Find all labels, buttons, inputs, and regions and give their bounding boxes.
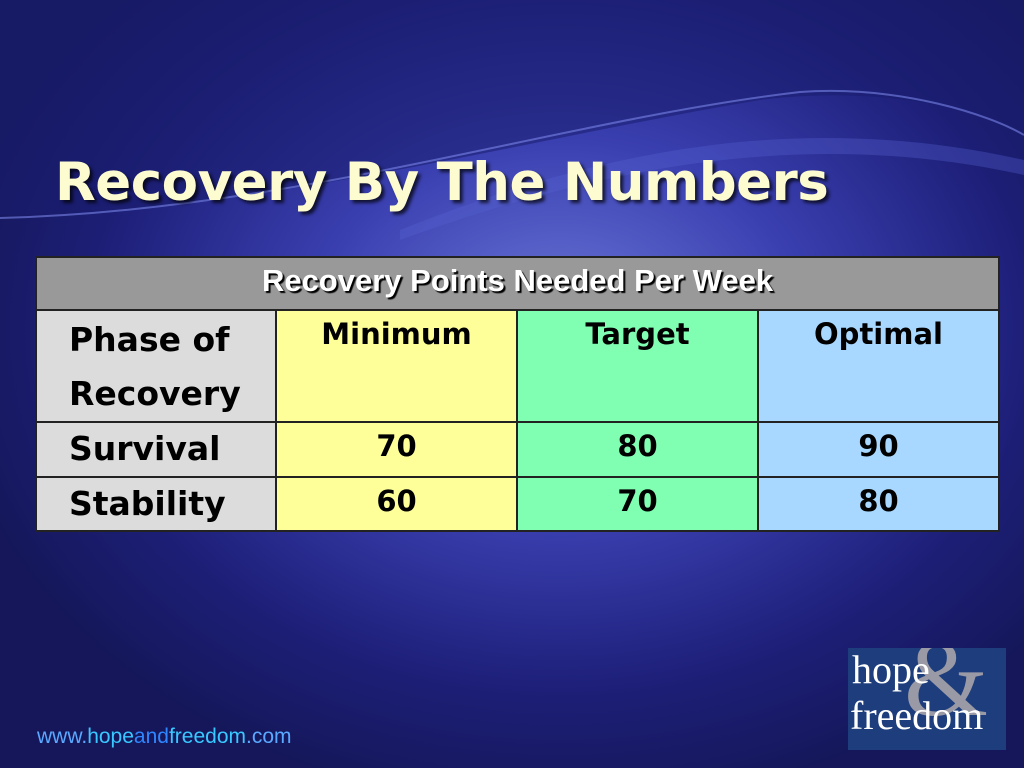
logo: & hope freedom bbox=[848, 648, 1006, 750]
header-row: Phase of Recovery Minimum Target Optimal bbox=[35, 309, 1001, 423]
wave bbox=[400, 137, 1024, 240]
logo-text: hope bbox=[852, 648, 930, 692]
url-part: hope bbox=[87, 725, 134, 748]
logo-text: freedom bbox=[850, 693, 984, 738]
table-caption: Recovery Points Needed Per Week bbox=[34, 256, 1001, 311]
website-link[interactable]: www.hopeandfreedom.com bbox=[37, 725, 292, 749]
url-part: .com bbox=[246, 725, 292, 748]
column-header: Phase of Recovery bbox=[35, 309, 277, 423]
cell: 70 bbox=[516, 476, 759, 532]
column-header: Optimal bbox=[756, 309, 1001, 423]
cell: 80 bbox=[756, 476, 1001, 532]
slide-title: Recovery By The Numbers bbox=[55, 152, 829, 213]
wave-line bbox=[0, 90, 1024, 219]
row-label: Stability bbox=[35, 476, 277, 532]
caption-row: Recovery Points Needed Per Week bbox=[34, 256, 1001, 311]
row-label: Survival bbox=[35, 421, 277, 478]
url-part: www. bbox=[37, 725, 88, 748]
logo-ampersand: & bbox=[904, 648, 989, 739]
cell: 90 bbox=[756, 421, 1001, 478]
url-part: and bbox=[133, 725, 169, 748]
column-header: Minimum bbox=[275, 309, 518, 423]
wave bbox=[0, 0, 1024, 215]
column-header: Target bbox=[516, 309, 759, 423]
cell: 60 bbox=[275, 476, 518, 532]
cell: 80 bbox=[516, 421, 759, 478]
url-part: freedom bbox=[168, 725, 246, 748]
cell: 70 bbox=[275, 421, 518, 478]
points-table: Recovery Points Needed Per Week Phase of… bbox=[34, 256, 1001, 532]
table-row: Survival 70 80 90 bbox=[35, 421, 1001, 478]
table-row: Stability 60 70 80 bbox=[35, 476, 1001, 532]
